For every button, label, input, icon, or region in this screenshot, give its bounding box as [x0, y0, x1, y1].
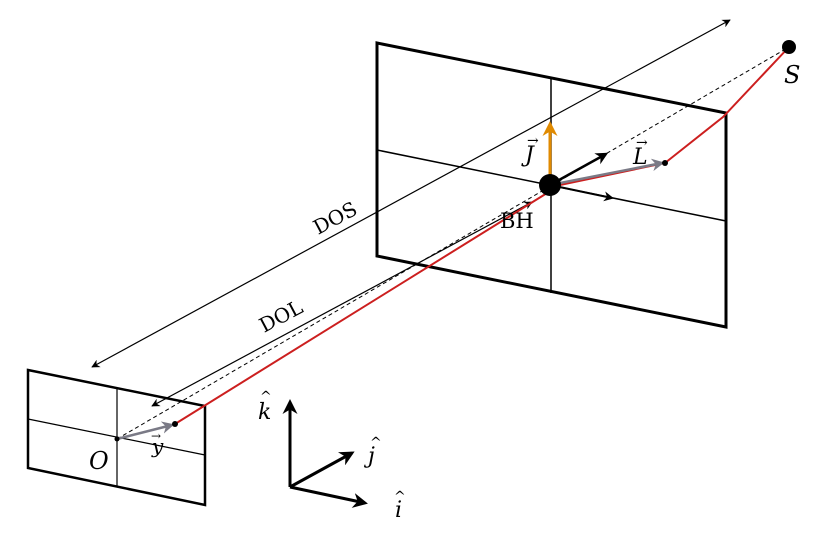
i-hat-label: i	[395, 498, 402, 523]
l-vector-tip	[662, 160, 668, 166]
observer-point	[114, 436, 120, 442]
l-vector	[549, 158, 665, 187]
l-label: L	[632, 145, 648, 170]
dol-arrow	[151, 201, 533, 407]
coordinate-axes	[282, 399, 368, 508]
black-hole-label: BH	[500, 209, 534, 233]
black-hole-dot	[539, 174, 561, 196]
source-dot	[782, 40, 796, 54]
y-label: y	[151, 434, 164, 458]
dos-label: DOS	[309, 197, 361, 240]
y-vector	[116, 421, 175, 441]
light-ray	[174, 46, 790, 425]
spin-label: J	[521, 143, 535, 168]
line-of-sight	[116, 46, 790, 440]
dos-arrow	[91, 19, 731, 368]
k-hat-glyph: ^	[260, 389, 272, 405]
spin-label-arrow: →	[527, 133, 539, 149]
l-label-arrow: →	[636, 135, 648, 151]
source-label: S	[784, 61, 800, 89]
ray-start-point	[172, 421, 178, 427]
k-hat-label: k	[258, 400, 271, 425]
y-label-arrow: →	[151, 429, 161, 443]
i-hat-glyph: ^	[394, 489, 406, 505]
dol-label: DOL	[255, 295, 307, 338]
j-hat-glyph: ^	[370, 435, 382, 451]
observer-label: O	[89, 447, 109, 475]
